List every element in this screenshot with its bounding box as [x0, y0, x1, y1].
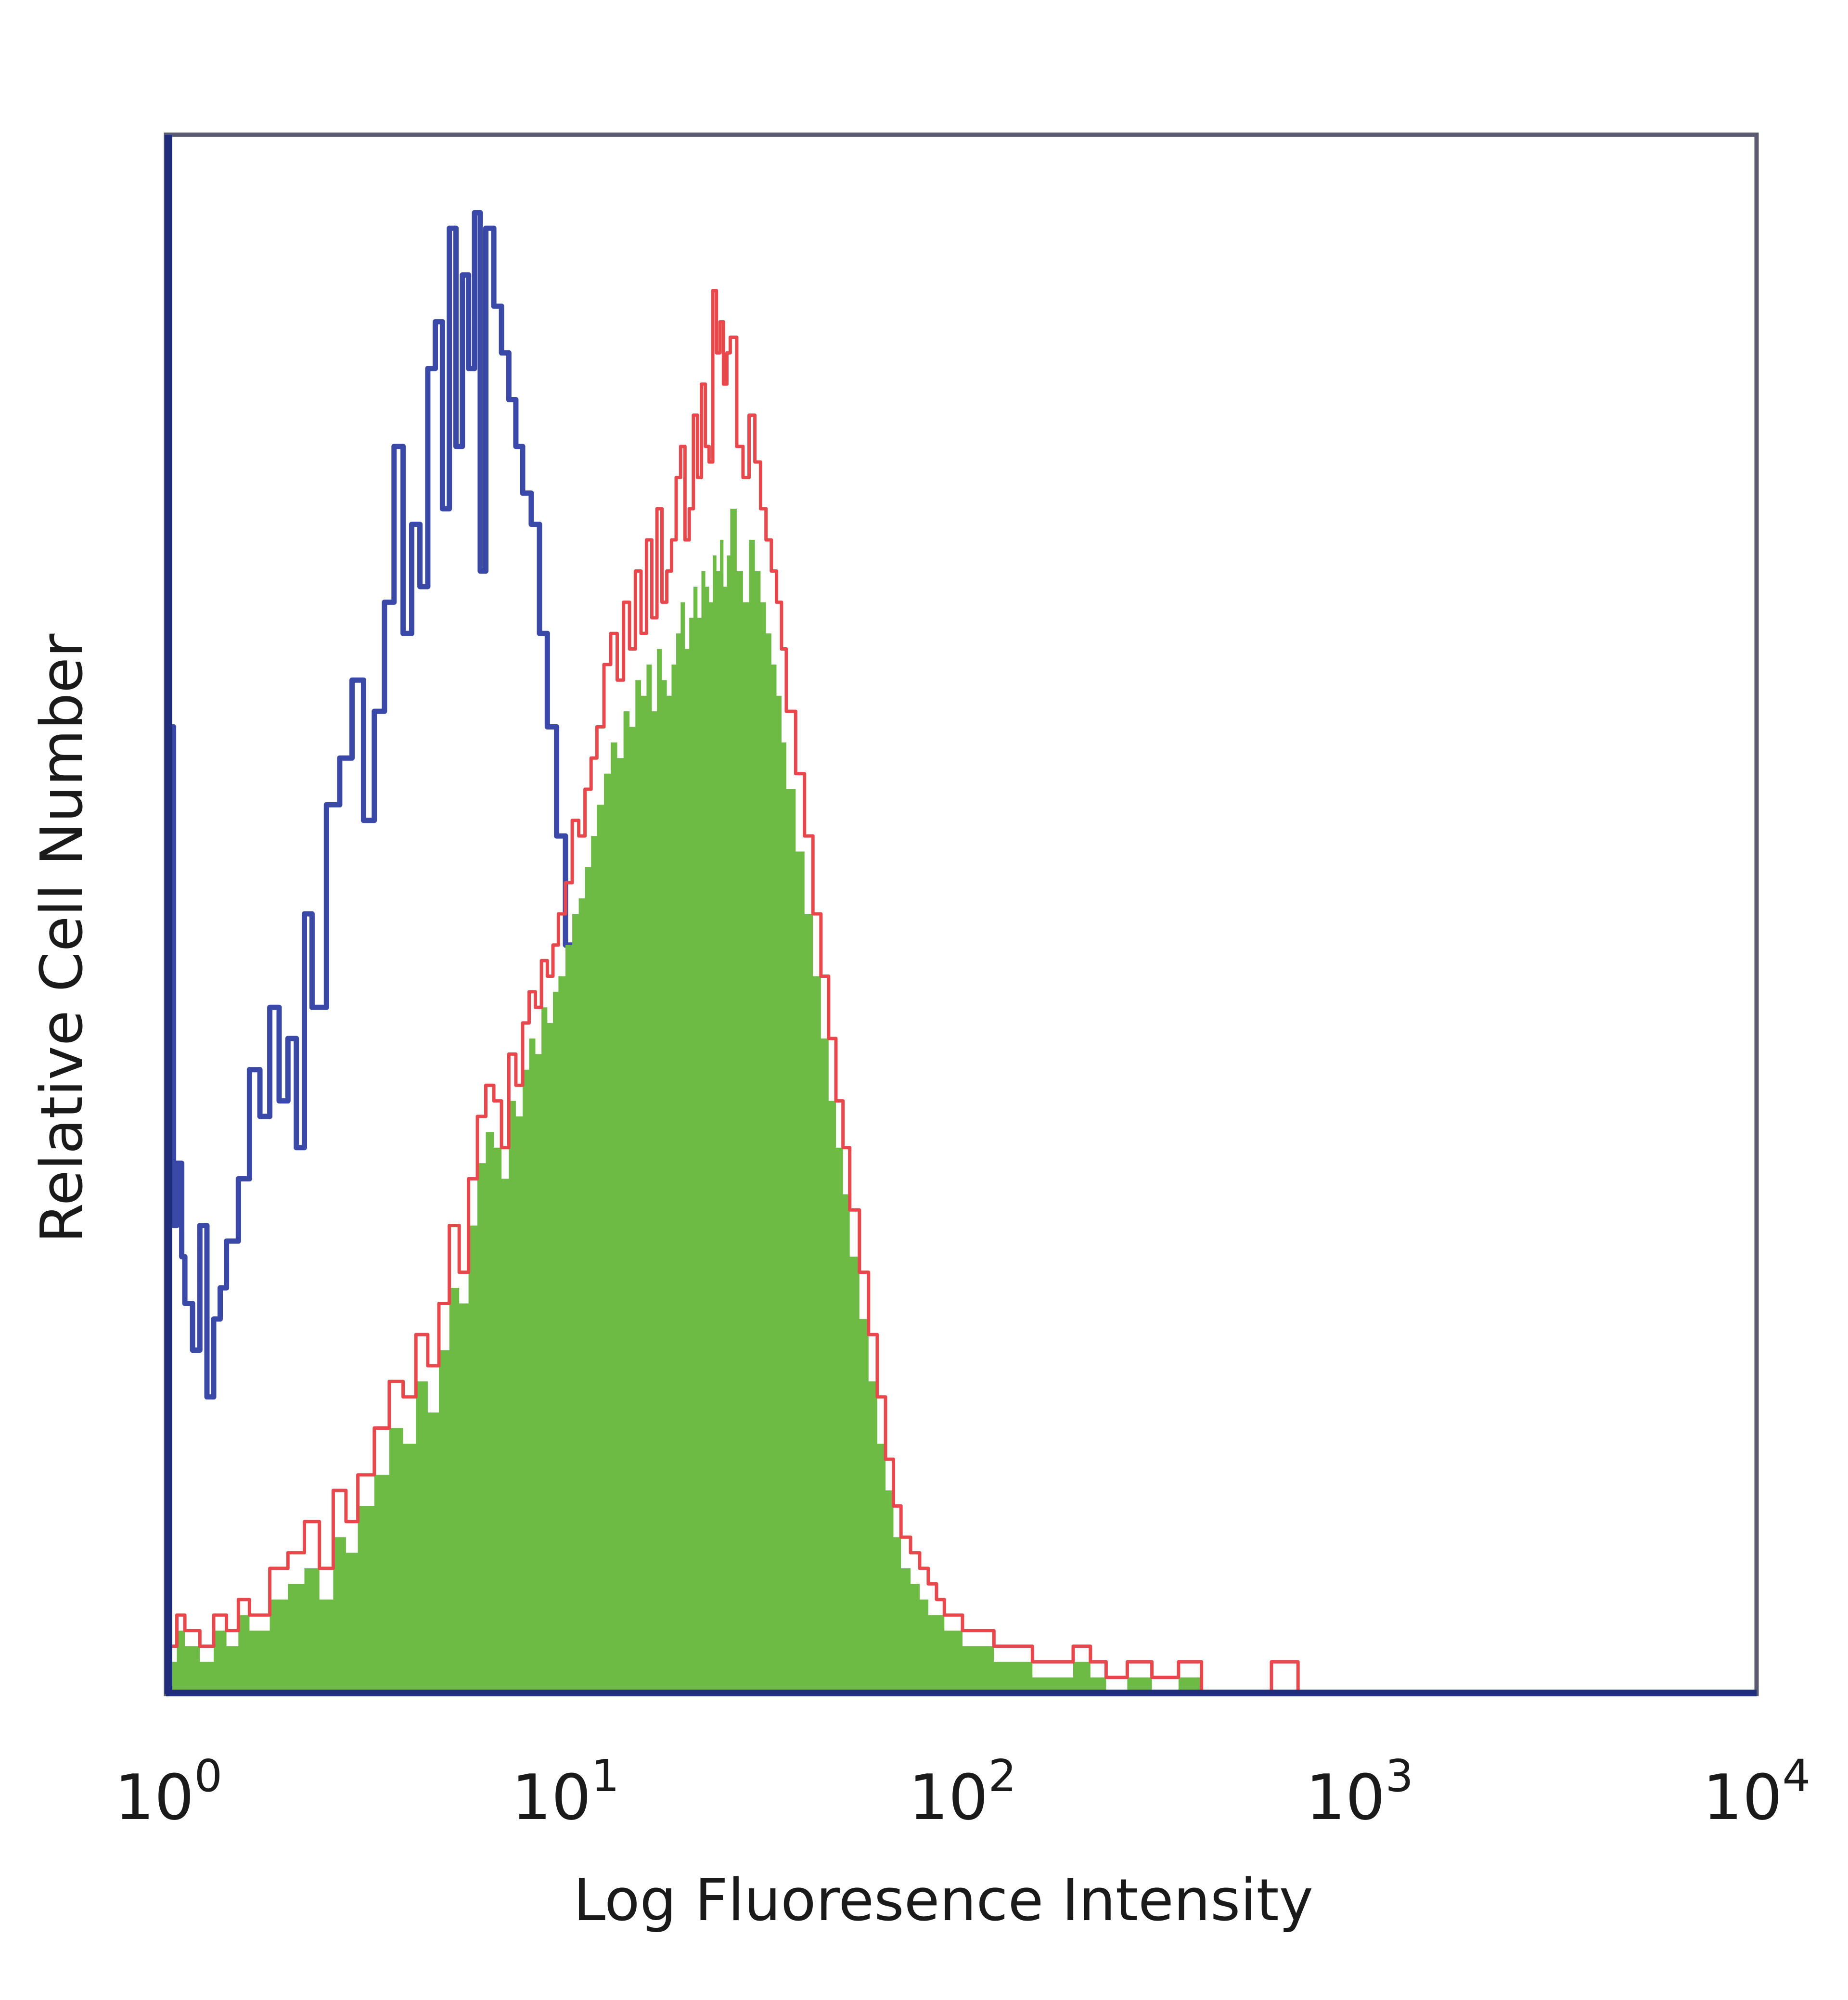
series-layer — [168, 210, 1757, 1696]
y-axis-title: Relative Cell Number — [29, 633, 96, 1243]
series-red-outline — [168, 289, 1757, 1695]
x-tick-label-1: 101 — [512, 1750, 619, 1834]
x-tick-labels: 100 101 102 103 104 — [115, 1750, 1810, 1834]
x-tick-label-3: 103 — [1306, 1750, 1413, 1834]
x-tick-label-4: 104 — [1703, 1750, 1810, 1834]
x-axis-title: Log Fluoresence Intensity — [573, 1867, 1313, 1934]
series-filled-area — [168, 509, 1757, 1693]
x-tick-label-2: 102 — [909, 1750, 1016, 1834]
x-tick-label-0: 100 — [115, 1750, 222, 1834]
